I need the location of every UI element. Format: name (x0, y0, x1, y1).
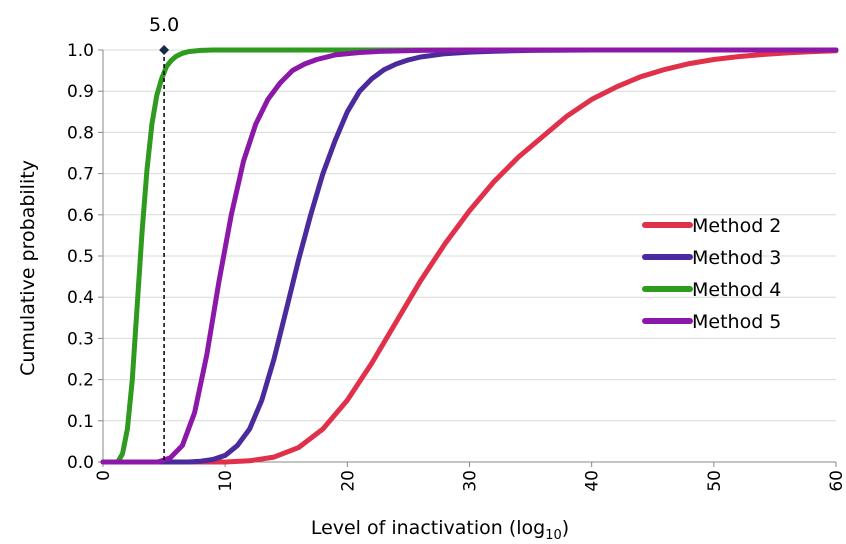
y-tick-labels: 0.0 0.1 0.2 0.3 0.4 0.5 0.6 0.7 0.8 0.9 1.0 (67, 41, 94, 473)
legend-label-2: Method 3 (692, 247, 781, 269)
annotation: 5.0 (149, 14, 179, 462)
x-tick-labels: 0 10 20 30 40 50 60 (94, 462, 846, 492)
y-axis-title: Cumulative probability (17, 160, 39, 376)
y-tick-label-2: 0.2 (67, 371, 94, 391)
y-tick-label-10: 1.0 (67, 41, 94, 61)
x-axis-title-subscript: 10 (545, 528, 562, 543)
y-tick-label-8: 0.8 (67, 123, 94, 143)
y-tick-label-7: 0.7 (67, 165, 94, 185)
x-axis-title: Level of inactivation (log10) (311, 517, 569, 543)
x-tick-label-6: 60 (827, 470, 846, 492)
annotation-label: 5.0 (149, 14, 179, 36)
x-tick-label-1: 10 (216, 470, 236, 492)
legend-label-1: Method 2 (692, 215, 781, 237)
legend-label-3: Method 4 (692, 279, 781, 301)
y-tick-label-6: 0.6 (67, 206, 94, 226)
x-tick-label-0: 0 (94, 470, 114, 481)
x-tick-label-2: 20 (338, 470, 358, 492)
x-tick-label-4: 40 (583, 470, 603, 492)
series-lines (100, 47, 839, 465)
y-tick-label-4: 0.4 (67, 288, 94, 308)
series-line-method-2 (100, 48, 839, 465)
x-tick-label-3: 30 (461, 470, 481, 492)
y-tick-label-5: 0.5 (67, 247, 94, 267)
annotation-marker (159, 45, 170, 55)
x-tick-label-5: 50 (705, 470, 725, 492)
series-line-method-5 (100, 47, 839, 465)
x-axis-title-main: Level of inactivation (log (311, 517, 545, 539)
y-tick-label-9: 0.9 (67, 82, 94, 102)
y-tick-label-3: 0.3 (67, 329, 94, 349)
y-tick-label-0: 0.0 (67, 453, 94, 473)
series-line-method-3 (100, 47, 839, 465)
series-line-method-4 (100, 47, 839, 465)
gridlines (98, 49, 836, 463)
legend: Method 2 Method 3 Method 4 Method 5 (642, 215, 781, 333)
legend-label-4: Method 5 (692, 311, 781, 333)
y-tick-label-1: 0.1 (67, 412, 94, 432)
x-axis-title-end: ) (562, 517, 569, 539)
